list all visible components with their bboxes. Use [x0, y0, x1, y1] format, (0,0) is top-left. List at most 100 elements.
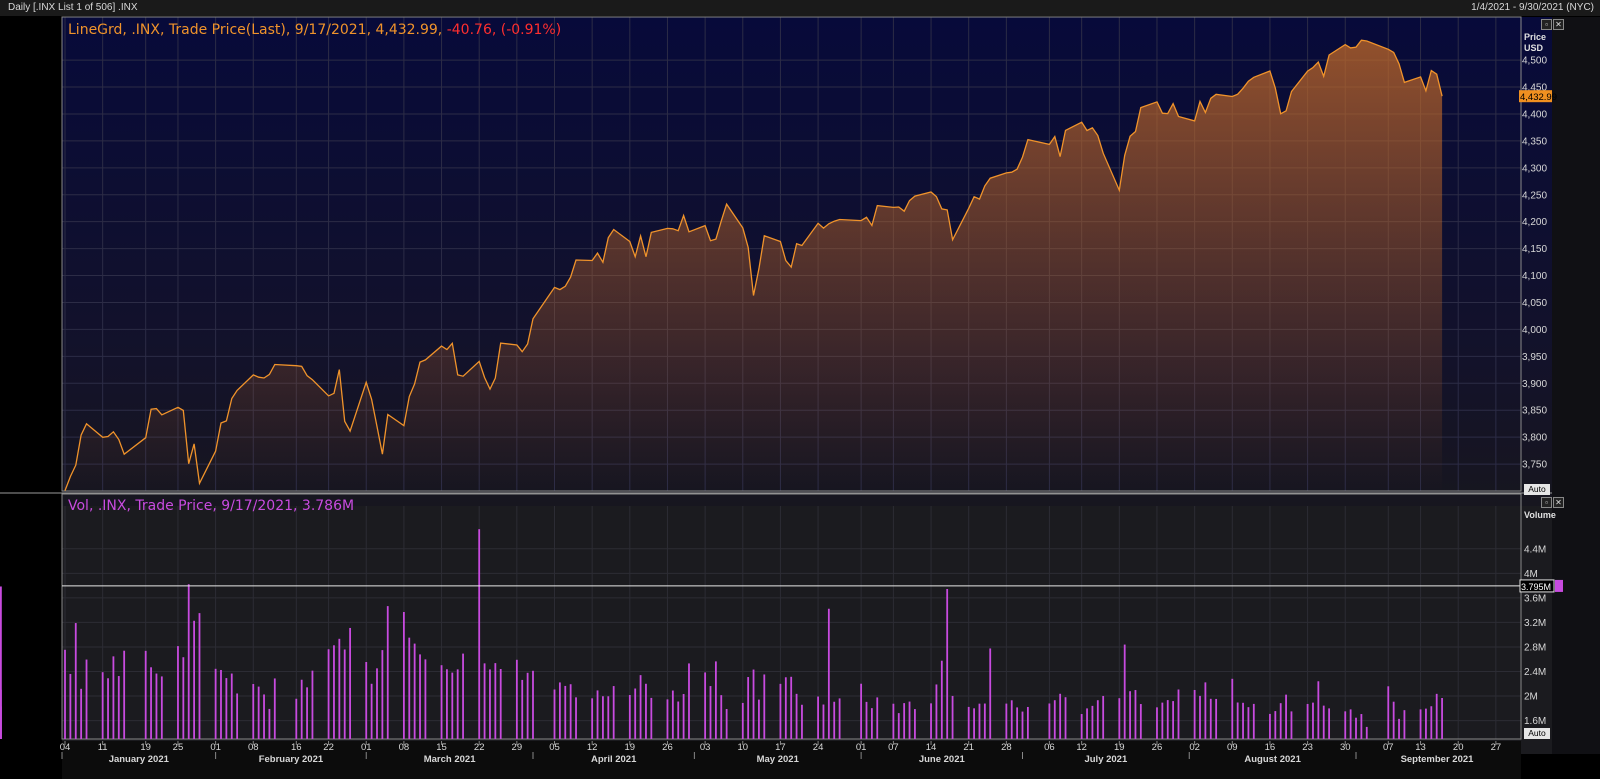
volume-bar — [1328, 708, 1331, 739]
volume-bar — [198, 613, 201, 739]
volume-bar — [946, 588, 949, 739]
volume-bar — [1430, 706, 1433, 739]
x-day-label: 20 — [1453, 742, 1464, 753]
volume-bar — [688, 663, 690, 739]
volume-bar — [338, 638, 341, 739]
x-day-label: 13 — [1415, 742, 1426, 753]
volume-bar — [327, 649, 330, 739]
volume-bar — [214, 668, 217, 739]
price-tick-label: 3,900 — [1522, 379, 1547, 390]
volume-bar — [1134, 690, 1137, 739]
volume-bar — [193, 620, 196, 739]
volume-bar — [1435, 693, 1438, 739]
volume-bar — [349, 627, 351, 739]
volume-ref-tag — [1519, 579, 1555, 593]
price-tick-label: 3,750 — [1522, 460, 1547, 471]
price-axis-title-line1: Price — [1524, 32, 1547, 42]
close-volume-pane-icon[interactable]: ✕ — [1553, 497, 1564, 508]
volume-bar — [440, 665, 443, 739]
volume-bar — [833, 701, 836, 739]
volume-bar — [1021, 711, 1024, 739]
volume-ref-label: 3.795M — [1521, 582, 1551, 592]
volume-bar — [1441, 698, 1443, 739]
volume-bar — [752, 669, 755, 739]
volume-bar — [876, 697, 879, 739]
volume-bar — [526, 672, 529, 739]
x-day-label: 25 — [173, 742, 184, 753]
volume-bar — [930, 703, 932, 739]
volume-bar — [1010, 700, 1013, 739]
x-day-label: 19 — [625, 742, 636, 753]
price-tick-label: 4,400 — [1522, 109, 1547, 120]
volume-bar — [1177, 689, 1180, 739]
volume-bar — [182, 657, 185, 739]
volume-bar — [1419, 709, 1422, 739]
volume-bar — [85, 659, 88, 739]
volume-bar — [1290, 711, 1293, 739]
volume-bar — [983, 703, 986, 739]
volume-bar — [1123, 644, 1126, 739]
volume-bar — [451, 672, 454, 739]
volume-bar — [408, 637, 411, 739]
price-tick-label: 4,100 — [1522, 271, 1547, 282]
volume-bar — [300, 679, 303, 739]
volume-bar — [311, 670, 314, 739]
last-price-tag — [1519, 90, 1552, 103]
volume-bar — [220, 669, 222, 739]
volume-bar — [1161, 702, 1164, 739]
x-day-label: 22 — [323, 742, 334, 753]
x-day-label: 06 — [1044, 742, 1055, 753]
x-day-label: 16 — [1265, 742, 1276, 753]
volume-bar — [1118, 698, 1121, 739]
maximize-price-pane-icon[interactable]: ▫ — [1541, 19, 1552, 30]
volume-tick-label: 4.4M — [1524, 544, 1546, 555]
volume-bar — [628, 695, 631, 739]
maximize-volume-pane-icon[interactable]: ▫ — [1541, 497, 1552, 508]
price-auto-scale-button[interactable]: Auto — [1524, 484, 1550, 495]
x-day-label: 29 — [512, 742, 523, 753]
volume-bar — [273, 678, 276, 739]
volume-bar — [607, 696, 610, 739]
volume-bar — [870, 708, 873, 739]
volume-auto-scale-button[interactable]: Auto — [1524, 728, 1550, 739]
volume-bar — [575, 697, 577, 739]
x-month-label: January 2021 — [109, 754, 170, 765]
price-axis-title: Price USD — [1524, 32, 1546, 54]
x-month-label: May 2021 — [757, 754, 800, 765]
volume-bar — [80, 688, 83, 739]
volume-bar — [564, 685, 567, 739]
close-price-pane-icon[interactable]: ✕ — [1553, 19, 1564, 30]
x-day-label: 30 — [1340, 742, 1351, 753]
x-day-label: 04 — [60, 742, 71, 753]
x-day-label: 12 — [587, 742, 598, 753]
volume-bar — [645, 683, 647, 739]
volume-bar — [257, 686, 260, 739]
volume-bar — [704, 672, 707, 739]
price-tick-label: 4,150 — [1522, 244, 1547, 255]
volume-bar — [612, 686, 615, 739]
left-margin — [0, 17, 62, 754]
volume-bar — [897, 713, 900, 739]
volume-bar — [446, 669, 448, 739]
volume-bar — [1059, 693, 1062, 739]
x-day-label: 26 — [662, 742, 673, 753]
x-day-label: 24 — [813, 742, 824, 753]
price-tick-label: 4,000 — [1522, 325, 1547, 336]
volume-bar — [1091, 705, 1094, 739]
volume-bar — [1425, 708, 1427, 739]
volume-bar — [1156, 707, 1158, 739]
x-day-label: 28 — [1001, 742, 1012, 753]
volume-bar — [602, 696, 604, 739]
volume-bar — [230, 673, 233, 739]
price-tick-label: 4,250 — [1522, 190, 1547, 201]
volume-bar — [343, 649, 346, 739]
volume-ref-marker — [1555, 579, 1563, 592]
volume-bar — [967, 706, 970, 739]
volume-bar — [236, 693, 239, 739]
volume-bar — [306, 687, 308, 739]
volume-bar — [1322, 705, 1325, 739]
volume-bar — [709, 686, 712, 739]
volume-bar — [817, 696, 819, 739]
price-tick-label: 3,800 — [1522, 433, 1547, 444]
